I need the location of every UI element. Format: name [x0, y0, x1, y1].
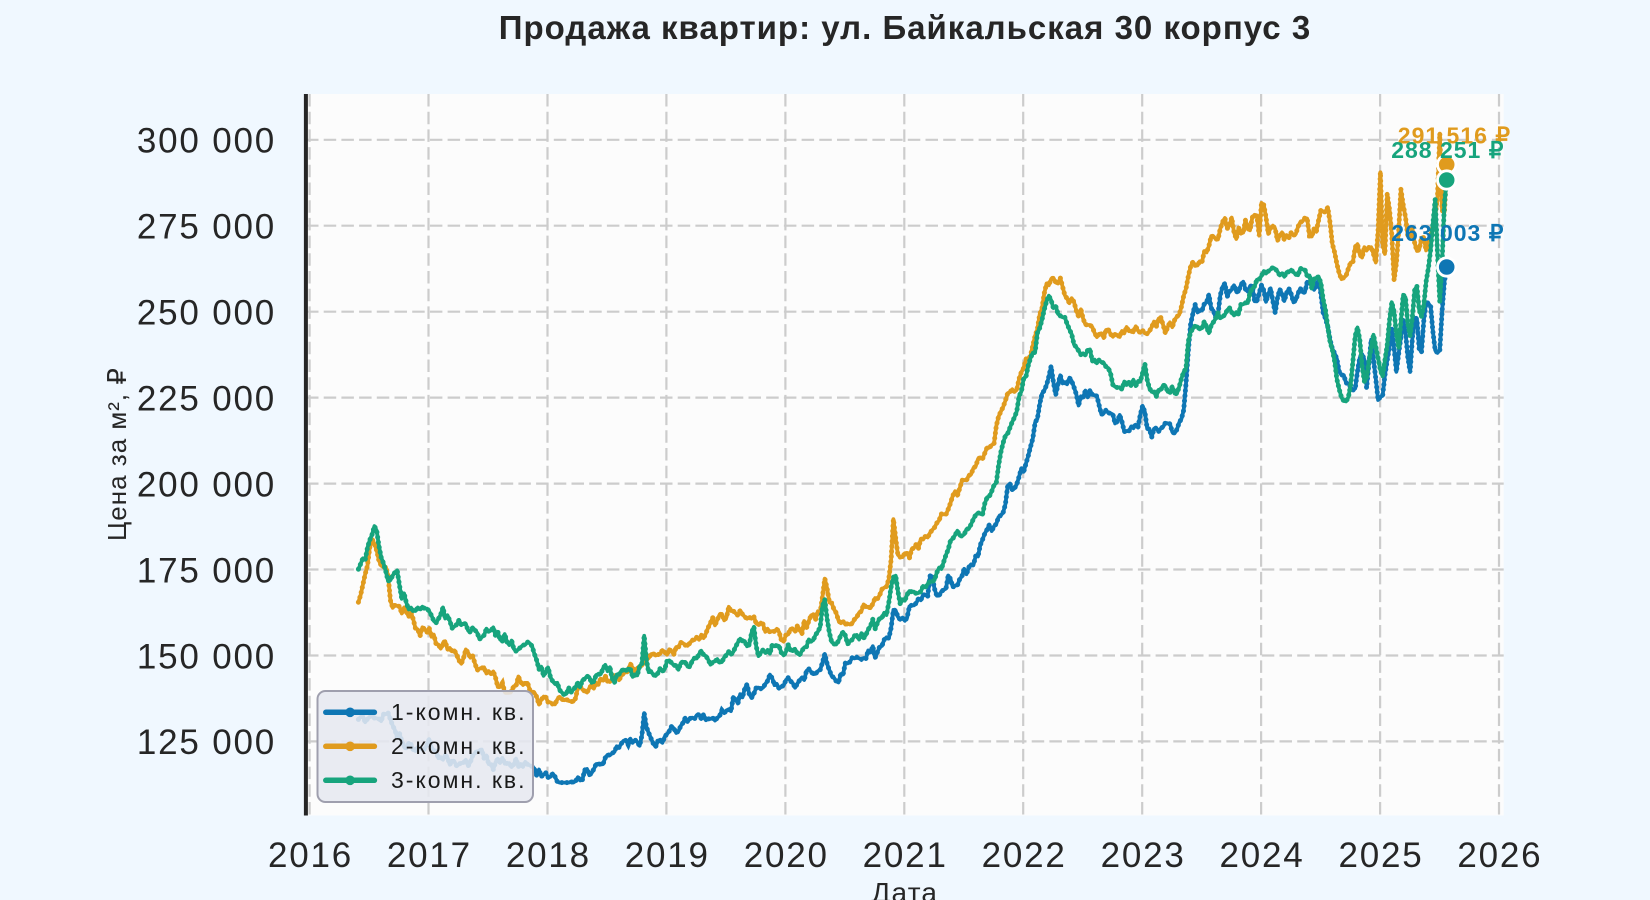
- svg-text:2016: 2016: [268, 836, 353, 875]
- svg-text:288 251 ₽: 288 251 ₽: [1391, 137, 1504, 163]
- svg-text:2017: 2017: [387, 836, 472, 875]
- svg-text:2019: 2019: [625, 836, 710, 875]
- svg-text:175 000: 175 000: [137, 551, 276, 590]
- svg-text:300 000: 300 000: [137, 122, 276, 161]
- svg-text:2026: 2026: [1457, 836, 1542, 875]
- svg-text:2021: 2021: [863, 836, 948, 875]
- svg-text:2025: 2025: [1338, 836, 1423, 875]
- svg-text:125 000: 125 000: [137, 723, 276, 762]
- svg-text:2-комн. кв.: 2-комн. кв.: [391, 733, 527, 759]
- svg-text:Цена за м², ₽: Цена за м², ₽: [102, 367, 132, 541]
- svg-text:2024: 2024: [1219, 836, 1304, 875]
- svg-text:3-комн. кв.: 3-комн. кв.: [391, 767, 527, 793]
- svg-text:2018: 2018: [506, 836, 591, 875]
- svg-text:291 516 ₽: 291 516 ₽: [1398, 123, 1511, 149]
- svg-text:2020: 2020: [744, 836, 829, 875]
- svg-text:1-комн. кв.: 1-комн. кв.: [391, 699, 527, 725]
- svg-text:225 000: 225 000: [137, 379, 276, 418]
- svg-text:Дата: Дата: [871, 877, 938, 900]
- svg-text:250 000: 250 000: [137, 294, 276, 333]
- svg-text:150 000: 150 000: [137, 637, 276, 676]
- svg-text:200 000: 200 000: [137, 465, 276, 504]
- svg-text:2022: 2022: [982, 836, 1067, 875]
- svg-text:275 000: 275 000: [137, 208, 276, 247]
- svg-text:2023: 2023: [1101, 836, 1186, 875]
- svg-text:263 003 ₽: 263 003 ₽: [1391, 220, 1504, 246]
- svg-text:Продажа квартир: ул. Байкальск: Продажа квартир: ул. Байкальская 30 корп…: [499, 9, 1311, 46]
